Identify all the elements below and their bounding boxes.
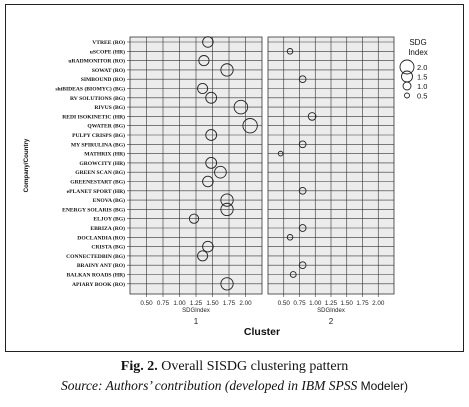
- clustering-chart: 0.50 0.75 1.00 1.25 1.50 1.75 2.00SDGIndex10.5…: [23, 36, 428, 338]
- y-tick-label: uRADMONITOR (RO): [68, 58, 125, 65]
- y-tick-label: RIVUS (BG): [94, 104, 125, 111]
- data-point: [242, 118, 258, 134]
- y-tick-label: BALKAN ROADS (HR): [67, 272, 126, 279]
- x-tick-label: 0.75: [157, 300, 170, 307]
- y-tick-label: DOCLANDIA (RO): [77, 234, 125, 241]
- data-point: [205, 157, 218, 169]
- y-tick-label: ePLANET SPORT (HR): [67, 188, 125, 195]
- x-tick-label: 1.25: [325, 300, 338, 307]
- y-tick-label: ENOVA (BG): [93, 197, 126, 204]
- y-tick-label: MATHRIX (HR): [84, 151, 125, 158]
- legend-label: 1.5: [417, 73, 427, 82]
- legend-symbol: [402, 81, 412, 91]
- legend-label: 2.0: [417, 63, 427, 72]
- y-tick-label: EBRIZA (RO): [90, 225, 125, 232]
- y-tick-label: MY SPIRULINA (BG): [71, 141, 125, 148]
- facet-axis-label: SDGIndex: [182, 308, 210, 314]
- data-point: [298, 140, 307, 149]
- y-tick-label: ELJOY (BG): [93, 216, 125, 223]
- legend-label: 1.0: [417, 82, 427, 91]
- data-point: [205, 91, 218, 104]
- data-point: [202, 36, 214, 48]
- data-point: [298, 224, 307, 232]
- legend-subtitle: Index: [408, 48, 428, 57]
- data-point: [286, 234, 294, 241]
- data-point: [220, 193, 234, 207]
- data-point: [289, 271, 297, 278]
- legend-symbol: [399, 59, 415, 75]
- x-tick-label: 0.75: [293, 300, 306, 307]
- y-tick-label: GREEN SCAN (BG): [75, 169, 125, 176]
- y-tick-label: SOWAT (RO): [92, 67, 125, 74]
- legend-symbol: [404, 92, 410, 99]
- legend-symbol: [401, 70, 413, 83]
- y-tick-label: SIMBOUND (RO): [81, 76, 125, 83]
- y-tick-label: RV SOLUTIONS (BG): [70, 95, 125, 102]
- y-tick-label: BRAINY ANT (RO): [77, 262, 125, 269]
- data-point: [220, 63, 234, 77]
- x-tick-label: 1.00: [173, 300, 186, 307]
- data-point: [188, 213, 200, 224]
- x-tick-label: 1.00: [309, 300, 322, 307]
- y-tick-label: CONNECTEDBIN (BG): [66, 253, 125, 260]
- data-point: [214, 165, 227, 179]
- x-tick-label: 1.75: [223, 300, 236, 307]
- legend-title: SDG: [409, 38, 426, 47]
- y-tick-label: GREENESTART (BG): [70, 179, 125, 186]
- y-tick-label: PULPY CRISPS (BG): [72, 132, 125, 139]
- data-point: [202, 175, 214, 188]
- figure-frame: 0.50 0.75 1.00 1.25 1.50 1.75 2.00 SDGIndex 1 0.5…: [5, 4, 464, 352]
- data-point: [197, 250, 209, 262]
- data-point: [202, 240, 214, 253]
- x-tick-label: 1.50: [341, 300, 354, 307]
- source-text: Source: Authors’ contribution (developed…: [61, 378, 358, 393]
- figure-source: Source: Authors’ contribution (developed…: [0, 378, 469, 394]
- source-tool: Modeler): [357, 379, 408, 393]
- data-point: [307, 112, 317, 121]
- y-tick-label: ENERGY SOLARIS (BG): [62, 206, 125, 213]
- data-point: [220, 202, 234, 217]
- y-tick-label: CRISTA (BG): [91, 244, 125, 251]
- x-tick-label: 1.50: [206, 300, 219, 307]
- figure-caption: Fig. 2. Overall SISDG clustering pattern: [0, 359, 469, 375]
- data-point: [286, 48, 294, 55]
- data-point: [198, 55, 210, 67]
- data-point: [197, 82, 209, 94]
- y-tick-label: GROWCITY (HR): [79, 160, 125, 167]
- x-axis-title: Cluster: [244, 326, 280, 338]
- y-tick-label: APIARY BOOK (RO): [72, 281, 125, 288]
- x-tick-label: 0.50: [278, 300, 291, 307]
- y-tick-label: shiBIDEAS (BIOMYC) (BG): [55, 86, 125, 93]
- cluster-label: 2: [329, 317, 334, 326]
- cluster-label: 1: [194, 317, 199, 326]
- x-tick-label: 0.50: [140, 300, 153, 307]
- figure-label: Fig. 2.: [120, 359, 158, 374]
- data-point: [277, 150, 284, 157]
- data-point: [298, 75, 307, 84]
- x-tick-label: 1.75: [356, 300, 369, 307]
- y-tick-label: VTREE (RO): [92, 39, 125, 46]
- x-tick-label: 2.00: [239, 300, 252, 307]
- data-point: [233, 99, 249, 115]
- data-point: [298, 186, 307, 195]
- x-tick-label: 1.25: [190, 300, 203, 307]
- figure-title: Overall SISDG clustering pattern: [157, 359, 349, 374]
- y-tick-label: uSCOPE (HR): [90, 48, 125, 55]
- y-axis-title: Company/Country: [23, 138, 30, 192]
- y-tick-label: REDI ISOKINETIC (HR): [62, 113, 125, 120]
- data-point: [205, 129, 218, 141]
- data-point: [298, 261, 307, 270]
- facet-axis-label: SDGIndex: [317, 308, 345, 314]
- y-tick-label: QWATER (BG): [87, 123, 125, 130]
- x-tick-label: 2.00: [372, 300, 385, 307]
- data-point: [220, 277, 234, 291]
- legend-label: 0.5: [417, 92, 427, 101]
